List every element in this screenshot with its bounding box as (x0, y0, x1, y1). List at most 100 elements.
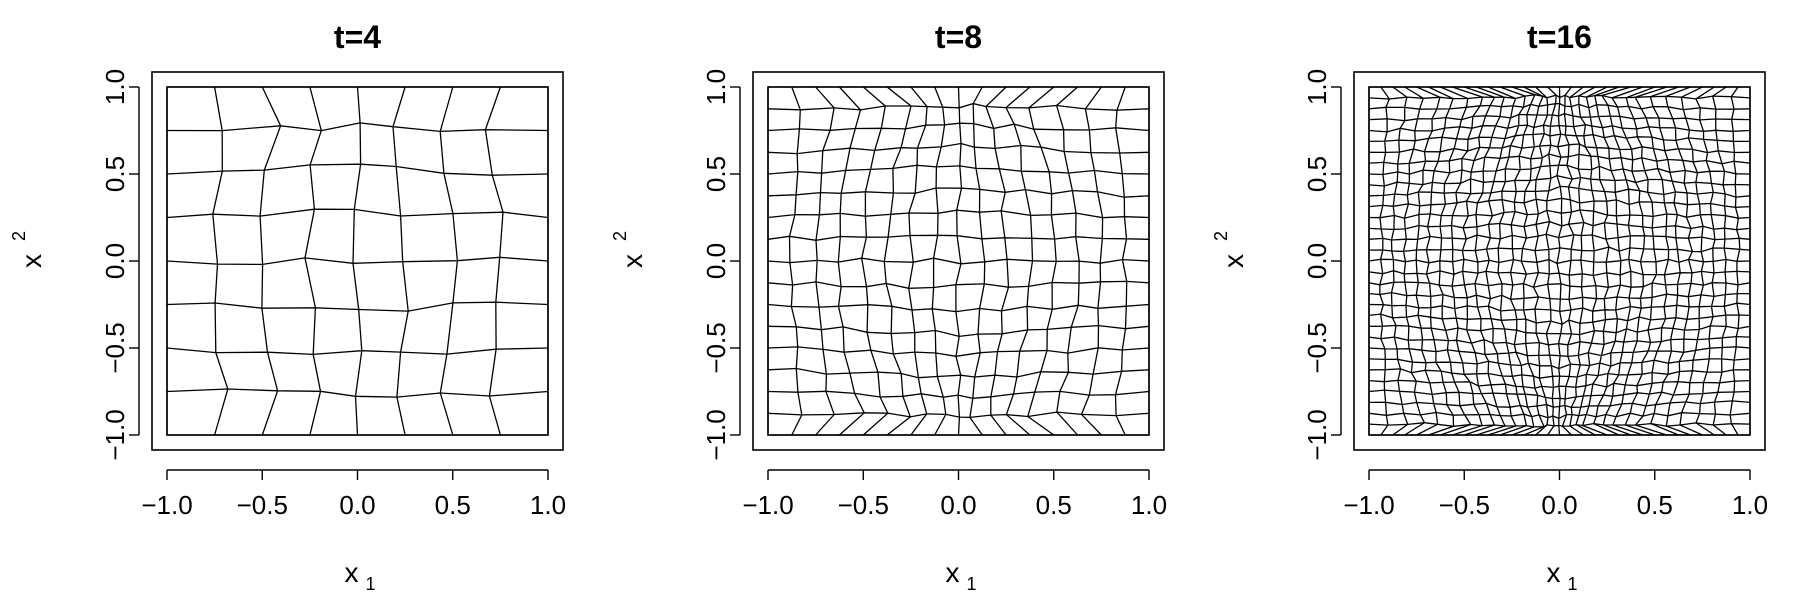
x-tick-label: −1.0 (742, 490, 793, 520)
x-tick-label: 0.5 (1637, 490, 1673, 520)
mesh-row (1368, 313, 1751, 325)
mesh-column (815, 86, 835, 436)
x-axis-label: x (1547, 557, 1561, 588)
mesh-column (1561, 86, 1575, 436)
mesh-row (1368, 185, 1751, 198)
mesh-column (1438, 86, 1472, 436)
mesh-column (259, 86, 282, 436)
mesh-column (1545, 86, 1557, 436)
y-tick-label: 1.0 (1302, 69, 1332, 105)
mesh-column (304, 86, 322, 436)
y-tick-label: 0.0 (701, 243, 731, 279)
mesh-column (1556, 86, 1563, 436)
mesh-column (985, 86, 1010, 436)
mesh-column (1402, 86, 1426, 436)
y-tick-label: −0.5 (1302, 322, 1332, 373)
x-tick-label: 0.0 (940, 490, 976, 520)
y-axis-label-sub: 2 (1211, 231, 1231, 241)
mesh-column (392, 86, 409, 436)
mesh-column (1600, 86, 1632, 436)
mesh-row (767, 164, 1150, 175)
mesh-column (1485, 86, 1517, 436)
mesh-row (166, 256, 549, 266)
plot-frame (151, 71, 564, 451)
x-axis-label-sub: 1 (967, 574, 977, 594)
mesh-column (1611, 86, 1646, 436)
panel-2: t=8−1.0 −0.5 0.0 0.5 1.0x 1−1.0−0.50.00.51.0x… (610, 19, 1167, 594)
y-tick-label: 0.0 (1302, 243, 1332, 279)
mesh-column (1450, 86, 1484, 436)
x-tick-label: 0.5 (435, 490, 471, 520)
mesh-row (1368, 220, 1751, 231)
mesh-row (1368, 258, 1751, 265)
mesh-column (883, 86, 912, 436)
y-tick-label: 0.5 (100, 156, 130, 192)
mesh-row (767, 257, 1150, 265)
mesh (767, 86, 1150, 436)
mesh-row (767, 122, 1150, 132)
mesh-column (1027, 86, 1057, 436)
mesh-column (908, 86, 928, 436)
mesh-column (1729, 86, 1741, 436)
mesh-row (1368, 113, 1751, 122)
x-tick-label: 0.5 (1036, 490, 1072, 520)
x-axis-label-sub: 1 (366, 574, 376, 594)
mesh-row (767, 187, 1150, 198)
domain-square (1368, 86, 1751, 436)
mesh-row (767, 411, 1150, 419)
x-tick-label: 0.0 (339, 490, 375, 520)
mesh-column (484, 86, 504, 436)
y-axis-label-sub: 2 (9, 231, 29, 241)
mesh-row (166, 347, 549, 356)
mesh-column (788, 86, 803, 436)
plot-frame (1353, 71, 1766, 451)
mesh-column (1415, 86, 1441, 436)
x-tick-label: −0.5 (838, 490, 889, 520)
panel-title: t=8 (935, 19, 982, 55)
mesh-column (931, 86, 947, 436)
mesh-column (1695, 86, 1716, 436)
mesh-column (955, 86, 963, 436)
mesh-column (1624, 86, 1658, 436)
mesh-row (1368, 209, 1751, 219)
mesh (166, 86, 549, 436)
x-tick-label: −0.5 (237, 490, 288, 520)
x-tick-label: 1.0 (1732, 490, 1768, 520)
panel-title: t=16 (1527, 19, 1592, 55)
mesh-column (1634, 86, 1670, 436)
mesh-column (1649, 86, 1681, 436)
y-tick-label: −1.0 (1302, 409, 1332, 460)
mesh-column (1425, 86, 1455, 436)
mesh-row (166, 208, 549, 219)
mesh-row (767, 367, 1150, 379)
mesh-column (352, 86, 363, 436)
mesh-column (1497, 86, 1528, 436)
mesh-row (767, 280, 1150, 289)
mesh-column (1461, 86, 1496, 436)
y-tick-label: −0.5 (701, 322, 731, 373)
mesh-row (1368, 291, 1750, 301)
mesh-column (1520, 86, 1545, 436)
mesh-row (767, 234, 1150, 241)
x-tick-label: −1.0 (141, 490, 192, 520)
mesh-column (1679, 86, 1705, 436)
x-tick-label: −1.0 (1343, 490, 1394, 520)
mesh-column (969, 86, 986, 436)
x-axis-label: x (345, 557, 359, 588)
mesh-column (1532, 86, 1549, 436)
mesh-column (1581, 86, 1610, 436)
mesh-column (861, 86, 889, 436)
mesh-column (1379, 86, 1391, 436)
x-tick-label: 1.0 (530, 490, 566, 520)
y-tick-label: 0.5 (1302, 156, 1332, 192)
y-axis-label: x (617, 254, 648, 268)
mesh-column (1509, 86, 1536, 436)
mesh-column (1005, 86, 1034, 436)
mesh-column (1711, 86, 1727, 436)
mesh-row (767, 346, 1150, 357)
mesh-column (837, 86, 866, 436)
mesh-column (1114, 86, 1128, 436)
mesh-column (1055, 86, 1080, 436)
y-tick-label: −1.0 (100, 409, 130, 460)
x-tick-label: 1.0 (1131, 490, 1167, 520)
